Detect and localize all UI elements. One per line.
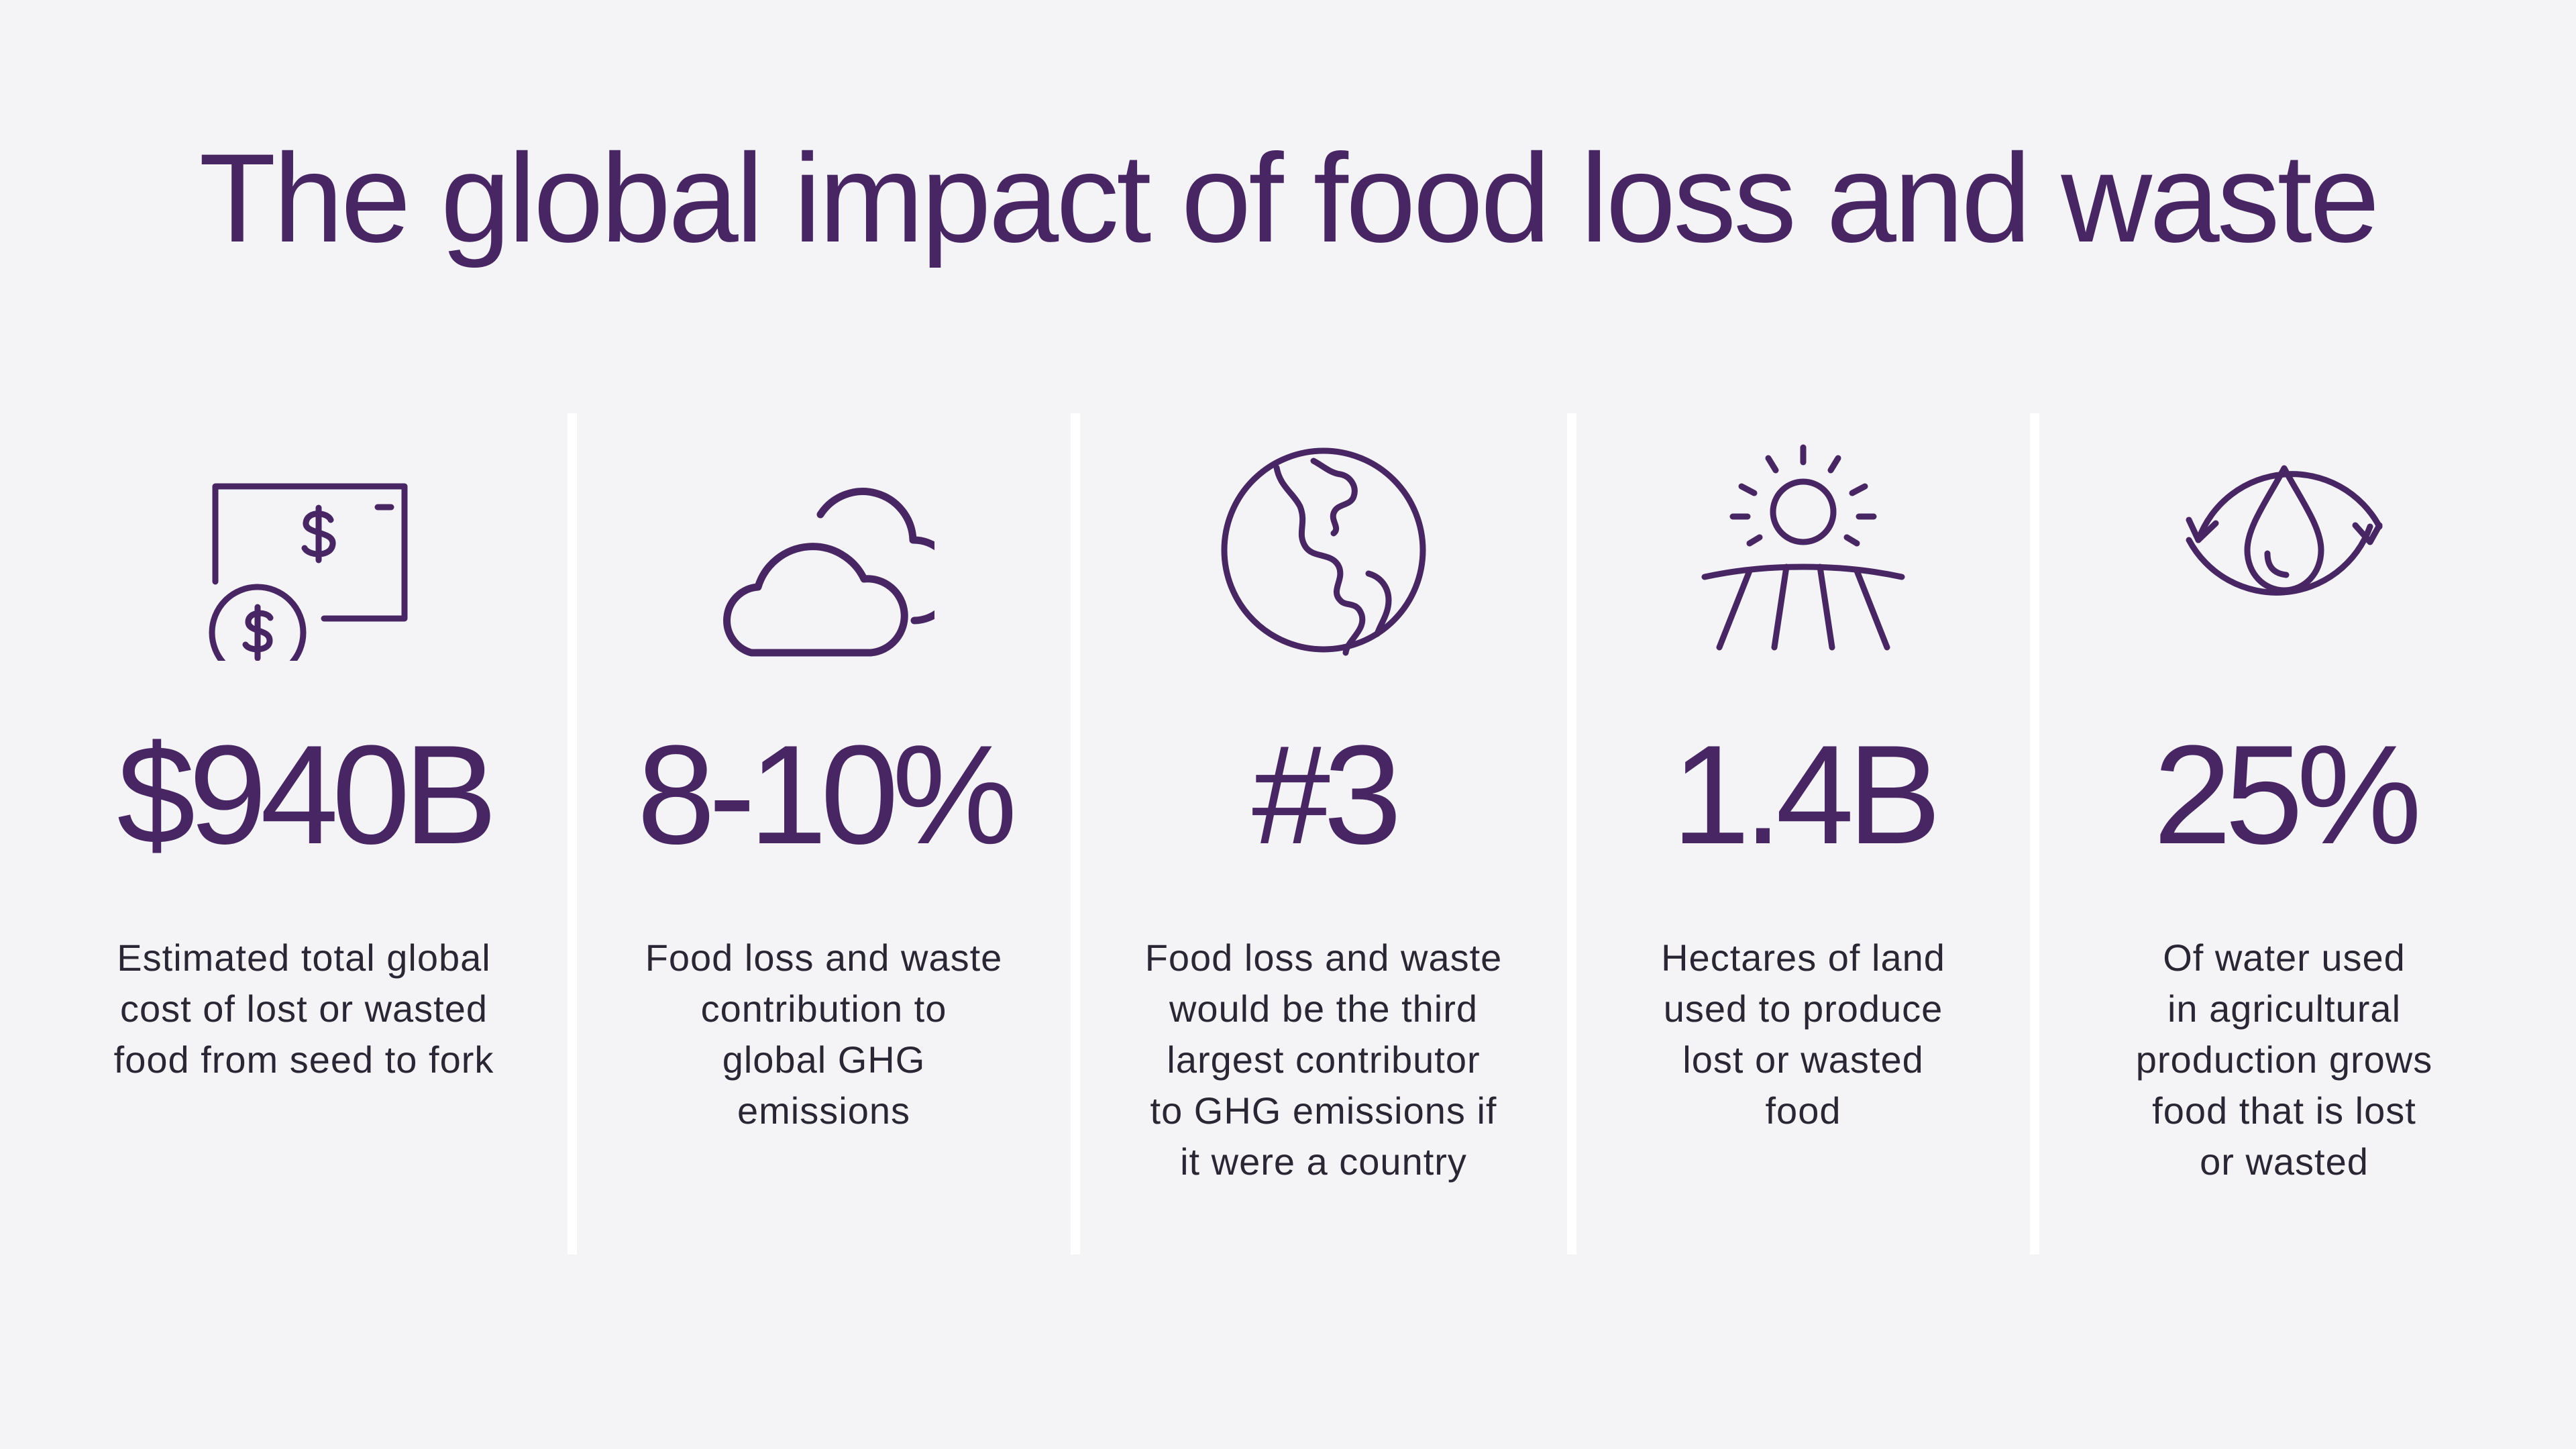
column-divider [1071,413,1080,1254]
stat-description: Hectares of land used to produce lost or… [1661,936,1945,1132]
stat-value: #3 [1252,716,1402,873]
stat-value: 1.4B [1672,716,1941,873]
stat-card-water: 25% Of water used in agricultural produc… [2039,402,2529,1275]
stat-card-cost: $940B Estimated total global cost of los… [40,402,568,1275]
money-icon [193,439,415,661]
globe-icon [1213,439,1434,661]
stat-value: 25% [2153,716,2422,873]
stat-card-emissions: 8-10% Food loss and waste contribution t… [577,402,1071,1275]
stat-value: $940B [117,716,497,873]
column-divider [2030,413,2039,1254]
column-divider [1567,413,1576,1254]
stat-description: Of water used in agricultural production… [2135,936,2433,1183]
sun-field-icon [1693,439,1914,661]
stat-card-ranking: #3 Food loss and waste would be the thir… [1080,402,1567,1275]
water-cycle-icon [2174,439,2395,661]
page-title: The global impact of food loss and waste [199,127,2380,268]
column-divider [568,413,577,1254]
stat-value: 8-10% [637,716,1017,873]
cloud-icon [713,439,934,661]
stat-description: Estimated total global cost of lost or w… [113,936,494,1081]
stat-description: Food loss and waste would be the third l… [1144,936,1503,1183]
stat-card-land: 1.4B Hectares of land used to produce lo… [1576,402,2030,1275]
stat-description: Food loss and waste contribution to glob… [645,936,1003,1132]
